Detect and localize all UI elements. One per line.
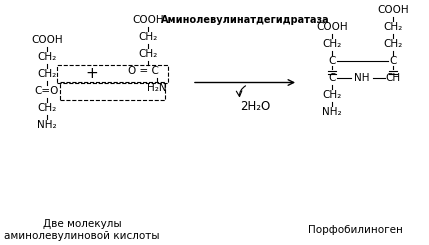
Text: Аминолевулинатдегидратаза: Аминолевулинатдегидратаза [161, 15, 329, 25]
Text: C: C [328, 73, 335, 83]
Text: CH₂: CH₂ [384, 39, 403, 49]
Text: C=O: C=O [35, 86, 59, 96]
Text: CH₂: CH₂ [37, 52, 57, 62]
Text: CH₂: CH₂ [384, 22, 403, 32]
Text: CH₂: CH₂ [322, 39, 341, 49]
Text: CH₂: CH₂ [37, 103, 57, 113]
Text: CH₂: CH₂ [139, 49, 157, 59]
Text: Порфобилиноген: Порфобилиноген [308, 225, 402, 235]
Text: CH₂: CH₂ [322, 90, 341, 100]
Text: 2H₂O: 2H₂O [240, 100, 270, 113]
Text: +: + [86, 66, 98, 82]
Text: COOH: COOH [377, 5, 409, 15]
Text: O = C: O = C [127, 66, 158, 76]
Text: NH₂: NH₂ [322, 107, 342, 117]
Text: NH: NH [354, 73, 370, 83]
Text: C: C [389, 56, 397, 66]
Text: COOH: COOH [31, 35, 63, 45]
Text: H₂N: H₂N [147, 83, 167, 93]
Text: CH: CH [385, 73, 401, 83]
Bar [60, 82, 165, 100]
Text: COOH: COOH [316, 22, 348, 32]
Text: COOH: COOH [132, 15, 164, 25]
Text: CH₂: CH₂ [139, 32, 157, 42]
Text: Две молекулы
аминолевулиновой кислоты: Две молекулы аминолевулиновой кислоты [4, 219, 160, 241]
Bar [57, 65, 168, 83]
Text: NH₂: NH₂ [37, 120, 57, 130]
Text: C: C [328, 56, 335, 66]
Text: CH₂: CH₂ [37, 69, 57, 79]
